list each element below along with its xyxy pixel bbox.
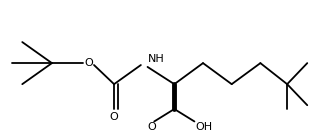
Text: O: O	[110, 112, 118, 122]
Text: O: O	[84, 58, 93, 68]
Text: NH: NH	[148, 54, 164, 64]
Text: O: O	[147, 122, 156, 132]
Text: OH: OH	[196, 122, 212, 132]
